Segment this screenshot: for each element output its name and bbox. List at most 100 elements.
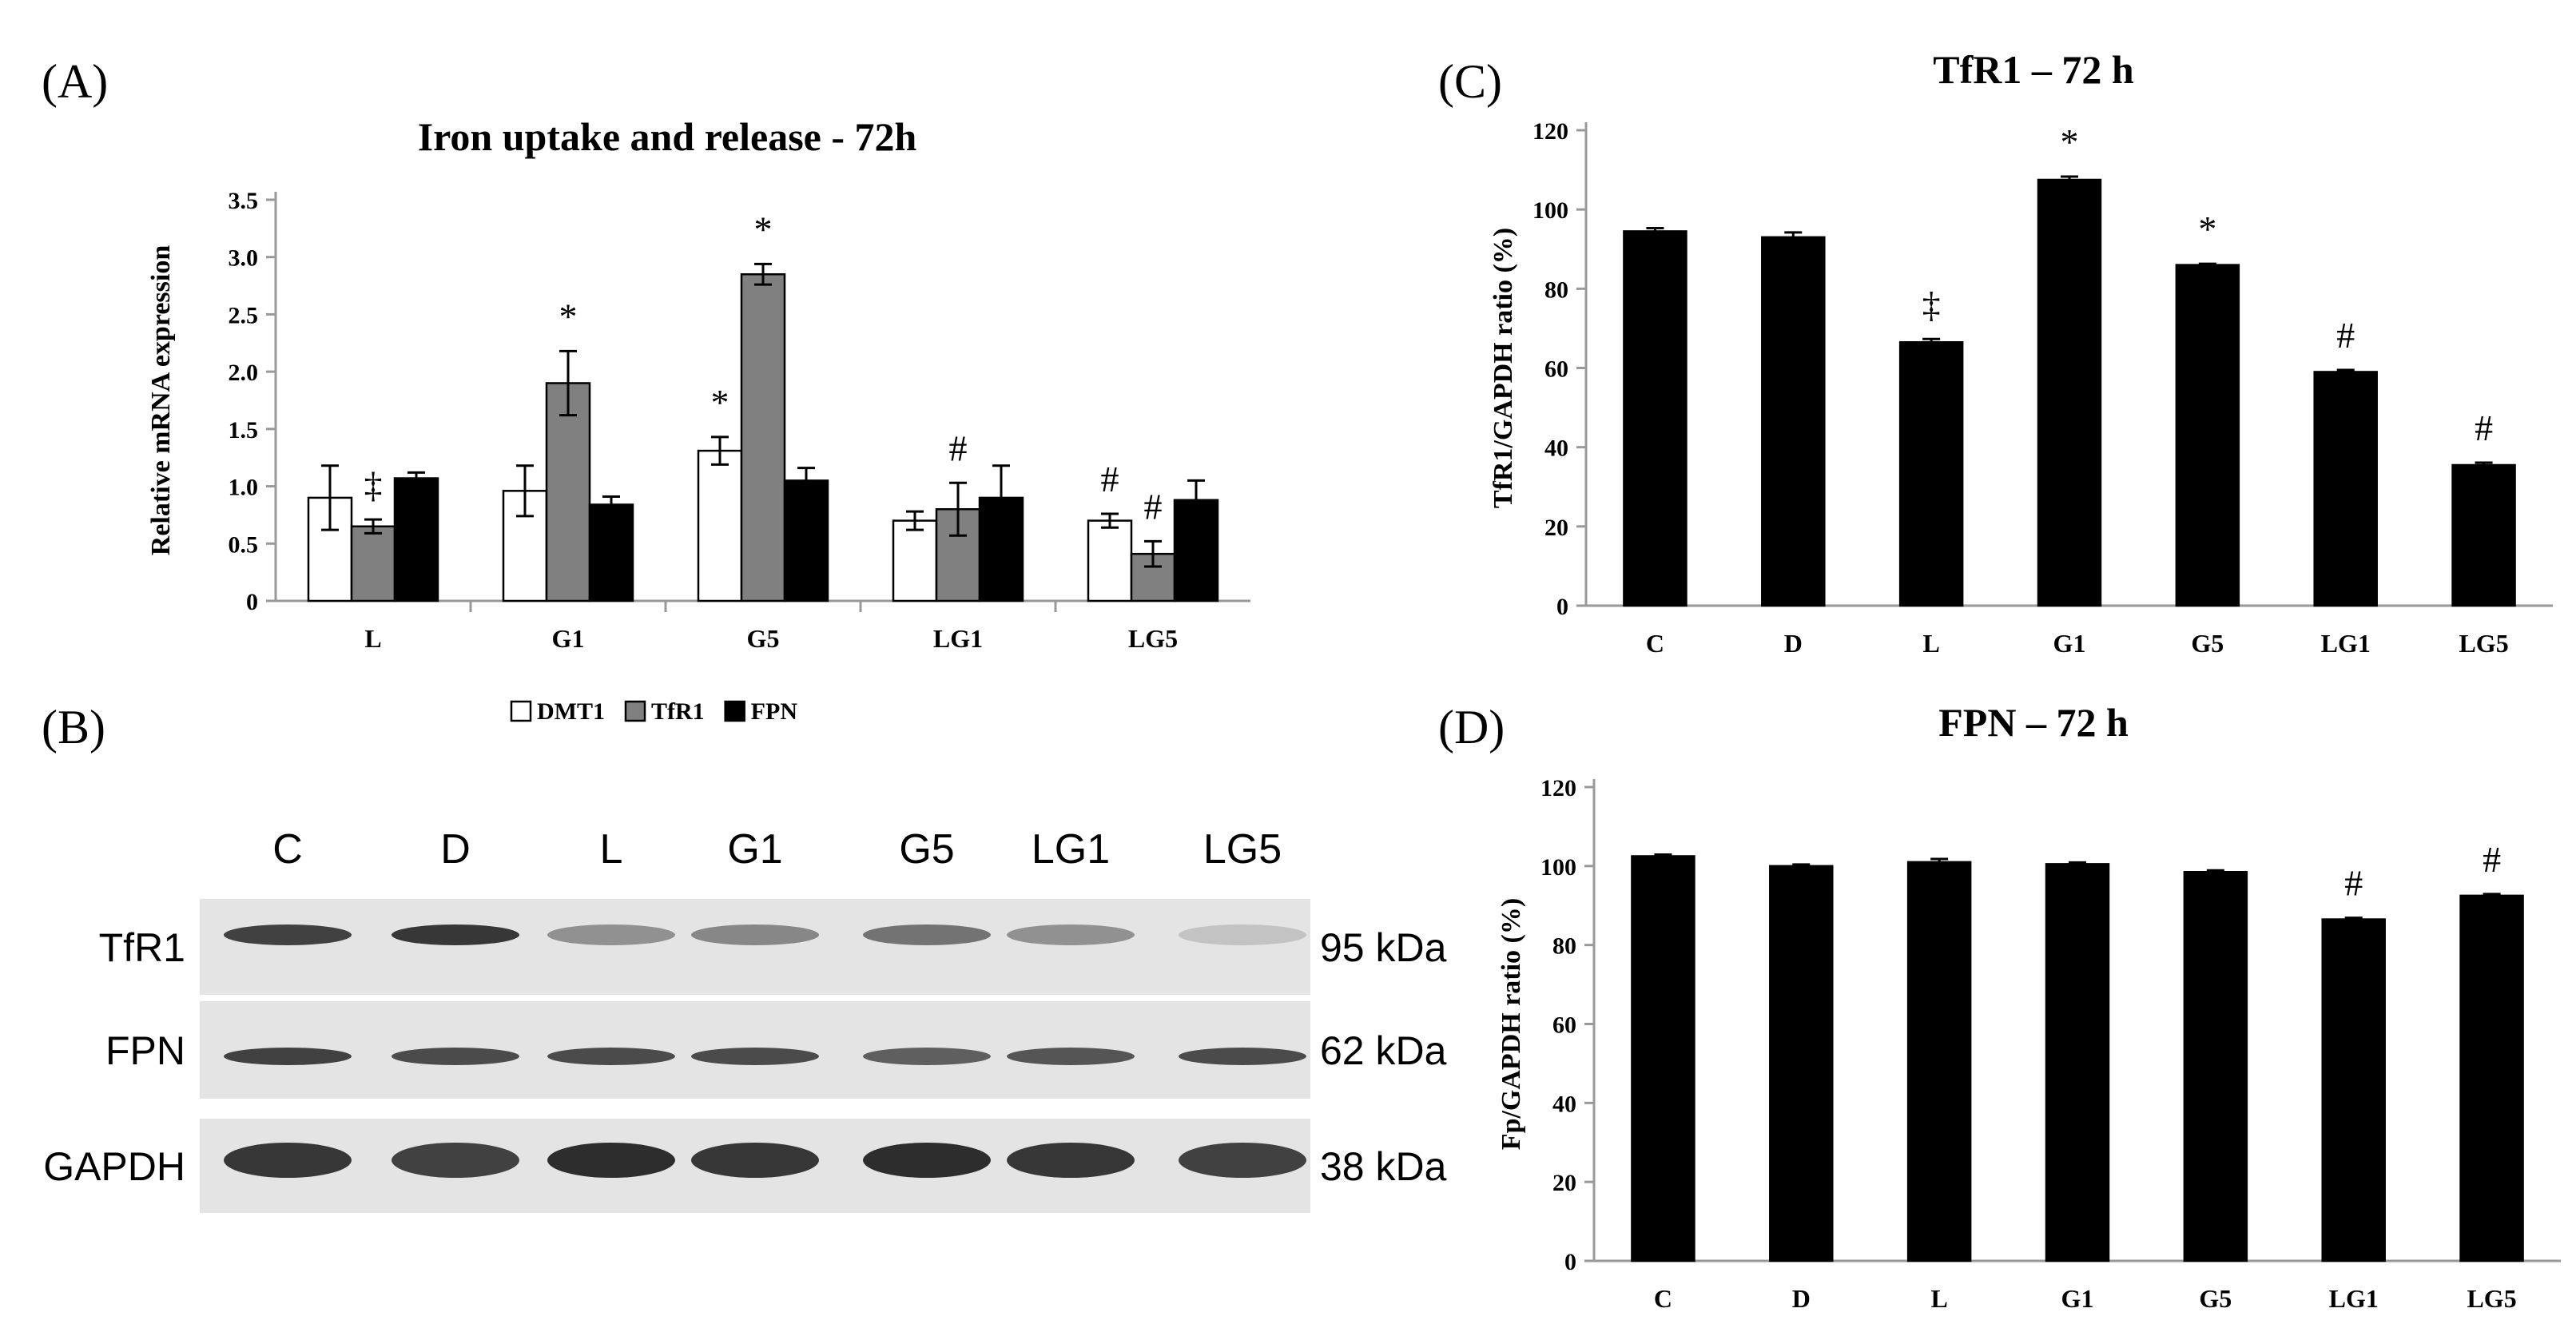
x-tick-label: LG5 [2467, 1284, 2516, 1313]
y-tick-label: 40 [1544, 435, 1568, 462]
y-tick-label: 1.5 [229, 417, 259, 443]
significance-mark: * [2198, 209, 2216, 249]
bar [2037, 178, 2102, 607]
significance-mark: # [949, 427, 968, 468]
bar [1623, 230, 1688, 607]
lane-label: D [440, 826, 471, 873]
bar [2045, 863, 2110, 1262]
x-tick-label: C [1654, 1284, 1672, 1313]
y-axis-label: Relative mRNA expression [146, 245, 176, 556]
x-tick-label: G1 [2053, 629, 2086, 658]
blot-band [392, 1048, 519, 1065]
lane-label: G1 [727, 826, 782, 873]
blot-row-label: TfR1 [99, 925, 185, 970]
y-axis-label: TfR1/GAPDH ratio (%) [1489, 228, 1518, 508]
bar [2183, 870, 2248, 1262]
x-tick-label: LG5 [1128, 624, 1178, 653]
bar [2175, 264, 2240, 607]
bar [1087, 519, 1133, 602]
blot-band [863, 924, 991, 945]
x-tick-label: G5 [747, 624, 780, 653]
significance-mark: ‡ [364, 464, 383, 505]
y-tick-label: 80 [1552, 933, 1576, 960]
blot-band [392, 1143, 519, 1178]
x-tick-label: L [364, 624, 381, 653]
blot-band [547, 1143, 675, 1178]
y-tick-label: 20 [1552, 1170, 1576, 1196]
blot-band [224, 1143, 352, 1178]
blot-band [863, 1143, 991, 1178]
significance-mark: # [2483, 839, 2501, 880]
chart-c: TfR1 – 72 h TfR1/GAPDH ratio (%) 0 20 40 60 80… [1489, 47, 2553, 658]
blot-band [547, 1048, 675, 1065]
y-tick-label: 40 [1552, 1091, 1576, 1117]
blot-band [691, 1143, 819, 1178]
y-axis-label: Fp/GAPDH ratio (%) [1497, 898, 1526, 1150]
significance-mark: * [559, 296, 578, 336]
significance-mark: * [2061, 121, 2079, 162]
y-tick-label: 3.0 [229, 245, 259, 272]
lane-label: C [272, 826, 303, 873]
x-tick-label: G1 [2061, 1284, 2094, 1313]
y-tick-label: 0.5 [229, 531, 259, 558]
bar [697, 449, 743, 602]
significance-mark: # [2344, 863, 2363, 904]
bar [783, 479, 829, 602]
bar [350, 525, 396, 602]
panel-label-b: (B) [42, 701, 105, 754]
panel-label-a: (A) [42, 55, 108, 108]
bar [2313, 371, 2378, 607]
legend-label: DMT1 [537, 698, 605, 725]
x-tick-label: L [1930, 1284, 1947, 1313]
x-tick-label: C [1646, 629, 1664, 658]
y-tick-label: 100 [1532, 197, 1568, 224]
blot-band [1007, 924, 1135, 945]
bar [1761, 236, 1826, 607]
panel-label-d: (D) [1438, 701, 1505, 754]
x-tick-label: LG1 [2329, 1284, 2379, 1313]
x-tick-label: LG1 [933, 624, 983, 653]
bar [1769, 865, 1834, 1262]
y-tick-label: 1.0 [229, 475, 259, 501]
y-tick-label: 120 [1532, 118, 1568, 145]
lane-label: L [600, 826, 623, 873]
bar [1906, 861, 1972, 1262]
blot-kda-label: 62 kDa [1320, 1028, 1447, 1073]
chart-d: FPN – 72 h Fp/GAPDH ratio (%) 0 20 40 60 80 100… [1497, 700, 2561, 1313]
blot-band [1007, 1143, 1135, 1178]
significance-mark: # [2475, 408, 2493, 448]
x-tick-label: G1 [552, 624, 585, 653]
chart-title: FPN – 72 h [1938, 700, 2129, 745]
y-tick-label: 20 [1544, 515, 1568, 541]
legend-swatch [510, 700, 532, 722]
blot-row-label: GAPDH [43, 1144, 185, 1189]
y-tick-label: 80 [1544, 276, 1568, 303]
significance-mark: # [2336, 315, 2355, 356]
bar [588, 503, 634, 602]
significance-mark: # [1101, 459, 1119, 499]
legend-label: FPN [751, 698, 798, 725]
y-tick-label: 60 [1552, 1012, 1576, 1039]
blot-band [1179, 1048, 1306, 1065]
blot-band [392, 924, 519, 945]
lane-label: LG5 [1203, 826, 1282, 873]
blot-band [547, 924, 675, 945]
blot-membrane [200, 899, 1310, 995]
bar [1631, 855, 1695, 1262]
blot-band [691, 924, 819, 945]
x-tick-label: LG1 [2321, 629, 2371, 658]
blot-kda-label: 38 kDa [1320, 1144, 1447, 1189]
chart-a: Iron uptake and release - 72h Relative mR… [146, 114, 1250, 725]
bar [978, 496, 1024, 602]
bar [892, 519, 938, 602]
bar [1898, 341, 1964, 607]
significance-mark: * [711, 382, 729, 423]
lane-label: G5 [899, 826, 954, 873]
significance-mark: # [1144, 486, 1163, 527]
blot-band [691, 1048, 819, 1065]
blot-band [1179, 924, 1306, 945]
lane-label: LG1 [1032, 826, 1110, 873]
y-tick-label: 60 [1544, 356, 1568, 383]
legend-swatch [624, 700, 646, 722]
